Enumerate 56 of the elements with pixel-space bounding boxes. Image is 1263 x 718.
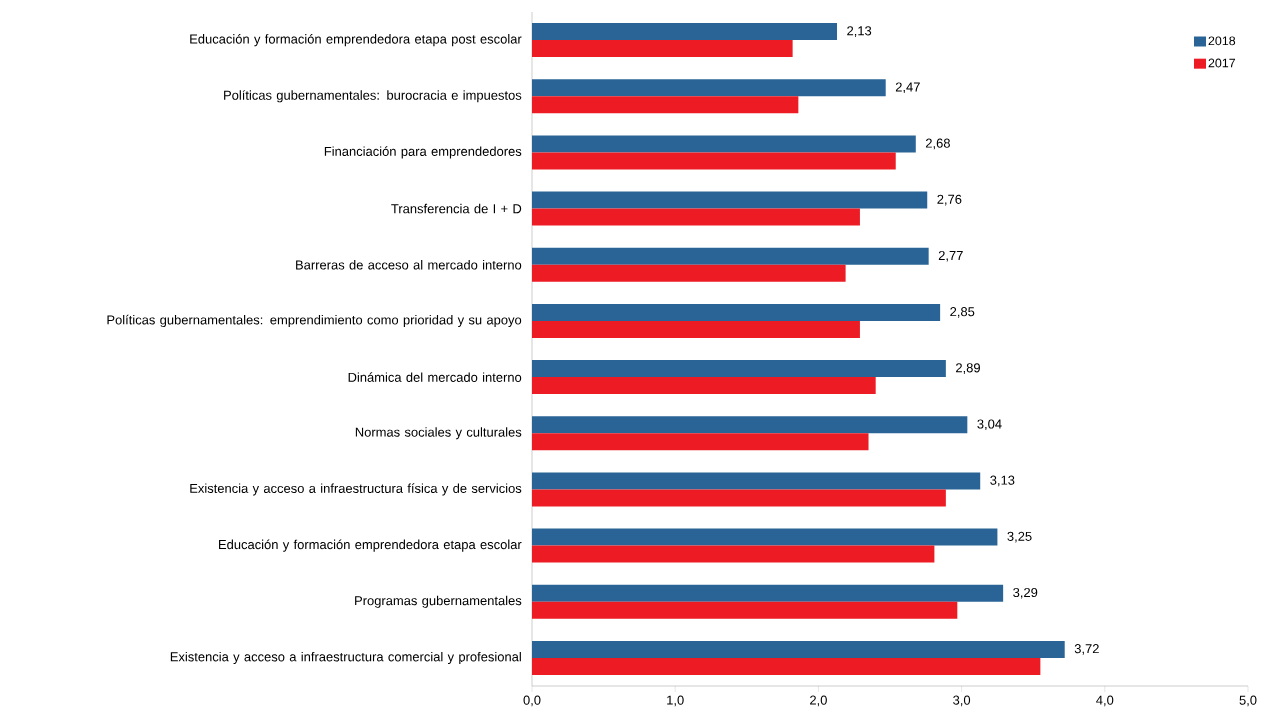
y-tick-label: Dinámica del mercado interno	[348, 372, 522, 382]
x-tick-label: 5,0	[1239, 695, 1257, 707]
x-tick-label: 2,0	[810, 695, 827, 707]
legend-label: 2017	[1208, 58, 1236, 68]
bar	[532, 320, 860, 338]
y-tick-label: Políticas gubernamentales: emprendimiento como prioridad y su apoyo	[107, 314, 522, 328]
x-tick-label: 1,0	[667, 695, 684, 707]
data-label: 2,76	[937, 194, 962, 206]
bar	[532, 601, 958, 619]
bar	[532, 264, 846, 282]
data-label: 3,25	[1007, 531, 1032, 543]
bar	[532, 208, 860, 226]
y-tick-label: Financiación para emprendedores	[324, 146, 522, 159]
y-tick-label: Programas gubernamentales	[355, 595, 522, 608]
data-label: 2,68	[925, 138, 950, 150]
bar	[532, 433, 869, 451]
y-tick-label: Existencia y acceso a infraestructura física y de servicios	[190, 483, 522, 496]
data-label: 2,13	[847, 26, 872, 37]
bar	[532, 79, 886, 97]
bar	[532, 640, 1065, 658]
y-tick-label: Educación y formación emprendedora etapa post escolar	[190, 33, 522, 47]
y-tick-label: Políticas gubernamentales: burocracia e impuestos	[224, 90, 522, 103]
y-tick-label: Barreras de acceso al mercado interno	[296, 259, 522, 270]
data-label: 3,72	[1074, 644, 1099, 655]
bar	[532, 247, 929, 265]
data-label: 2,89	[956, 363, 980, 374]
y-tick-label: Existencia y acceso a infraestructura comercial y profesional	[170, 651, 521, 664]
data-label: 3,13	[990, 475, 1015, 487]
x-tick-label: 4,0	[1096, 695, 1114, 707]
data-label: 3,04	[977, 419, 1002, 431]
x-tick-label: 3,0	[953, 695, 971, 707]
data-label: 2,77	[938, 250, 963, 262]
bar	[532, 152, 896, 170]
bar	[532, 23, 838, 41]
data-label: 2,85	[950, 307, 975, 318]
data-label: 3,29	[1013, 587, 1038, 599]
y-tick-label: Educación y formación emprendedora etapa escolar	[219, 539, 522, 552]
y-tick-label: Transferencia de I + D	[391, 203, 522, 214]
bar	[532, 377, 876, 395]
bar	[532, 545, 935, 563]
bar	[532, 96, 799, 114]
x-tick-label: 0,0	[523, 695, 541, 707]
y-tick-label: Normas sociales y culturales	[355, 427, 522, 440]
bar	[532, 40, 793, 58]
bar	[532, 528, 998, 546]
bar	[532, 584, 1004, 602]
bar	[532, 135, 916, 153]
bar	[532, 303, 941, 321]
bar	[532, 416, 968, 434]
bar	[532, 657, 1041, 675]
bar	[532, 191, 928, 209]
bar	[532, 360, 946, 378]
bar	[532, 472, 981, 490]
legend-label: 2018	[1208, 36, 1236, 46]
bar	[532, 489, 946, 507]
data-label: 2,47	[895, 82, 920, 94]
